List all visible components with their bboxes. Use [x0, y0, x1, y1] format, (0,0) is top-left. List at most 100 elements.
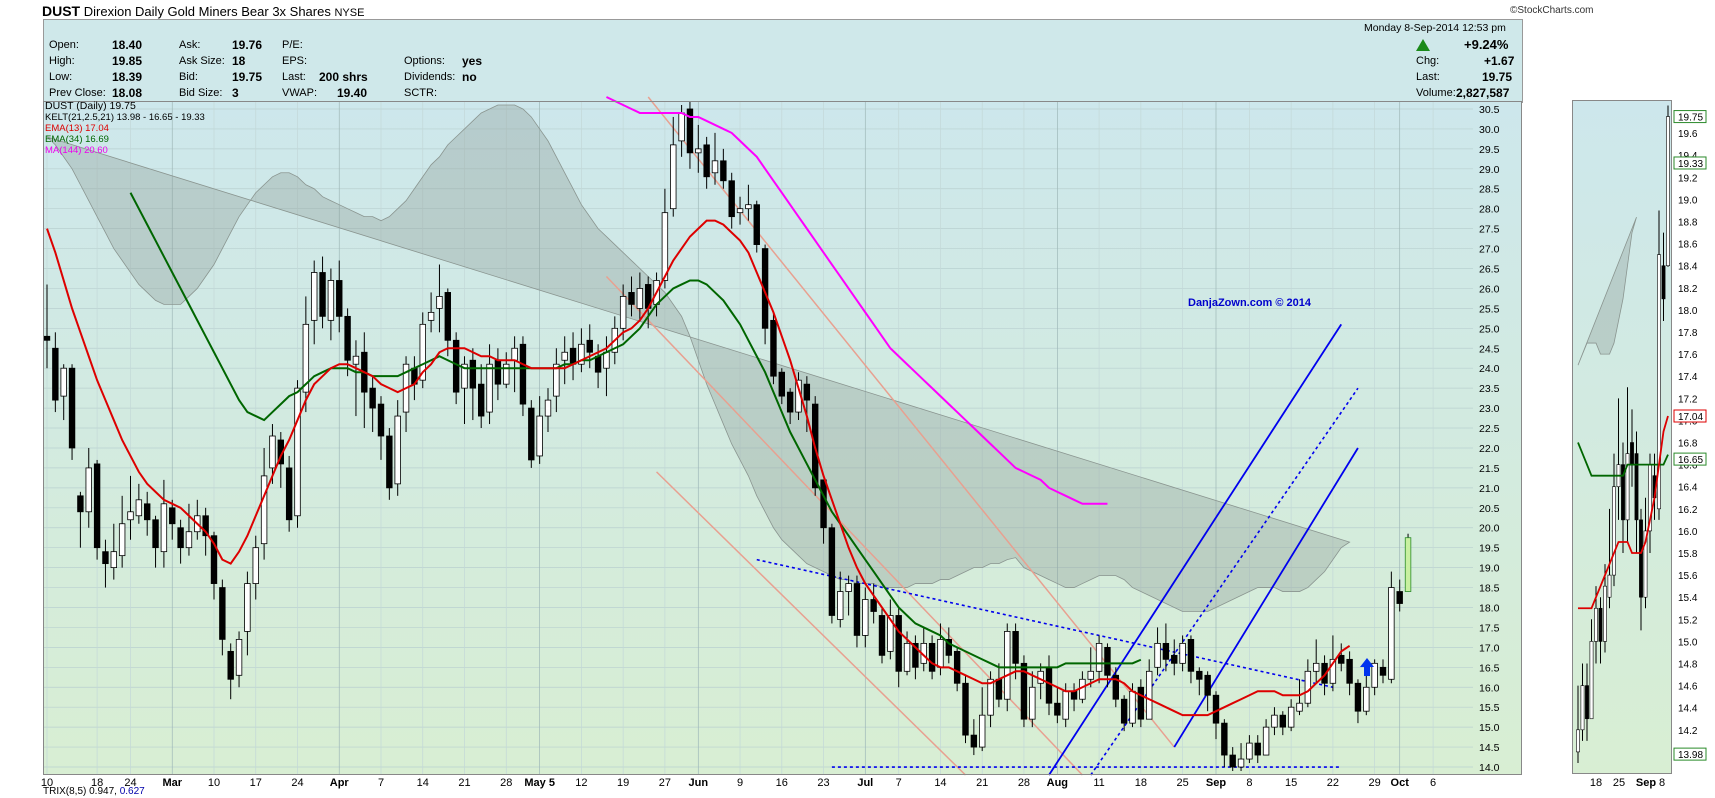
- candle-body: [928, 642, 936, 672]
- y-tick-label: 25.5: [1479, 303, 1500, 315]
- x-tick-label: 28: [500, 777, 512, 789]
- ema13-line: [46, 219, 1351, 717]
- side-value-marker: [1673, 452, 1707, 466]
- candle-body: [294, 387, 301, 517]
- side-x-tick-label: Sep: [1636, 777, 1656, 789]
- x-tick-label: 6: [1430, 777, 1436, 789]
- side-y-tick-label: 16.0: [1678, 527, 1698, 538]
- candle-body: [1112, 674, 1119, 700]
- candle-body: [1287, 706, 1295, 728]
- candle-body: [1321, 662, 1328, 684]
- candle-body: [1379, 666, 1387, 676]
- candle-body: [912, 642, 919, 668]
- side-value-marker: [1673, 747, 1707, 761]
- side-y-tick-label: 15.6: [1678, 571, 1698, 582]
- last-label: Last:: [282, 71, 306, 83]
- x-tick-label: 7: [378, 777, 384, 789]
- candle-body: [1029, 686, 1036, 720]
- candle-body: [820, 479, 827, 529]
- vwap-label: VWAP:: [282, 87, 318, 99]
- candle-body: [770, 319, 777, 377]
- candle-body: [528, 407, 535, 461]
- volume-value: 2,827,587: [1456, 86, 1510, 100]
- candle-body: [135, 499, 143, 517]
- side-candle-body: [1576, 729, 1580, 753]
- candle-body: [878, 615, 886, 656]
- candle-body: [536, 415, 543, 457]
- candle-body: [1137, 686, 1145, 720]
- trix-label: TRIX(8,5) 0.947: [43, 786, 115, 797]
- candle-body: [686, 108, 694, 154]
- candle-body: [269, 435, 276, 469]
- symbol: DUST: [42, 3, 81, 19]
- x-tick-label: 29: [1369, 777, 1381, 789]
- candle-body: [736, 208, 744, 214]
- last-shares: 200 shrs: [319, 70, 368, 84]
- change-value: +1.67: [1484, 54, 1515, 68]
- candle-body: [302, 323, 310, 393]
- candle-body: [937, 639, 944, 668]
- security-name: Direxion Daily Gold Miners Bear 3x Share…: [83, 4, 331, 19]
- credit[interactable]: ©StockCharts.com: [1510, 5, 1594, 16]
- candle-body: [235, 639, 243, 676]
- candle-body: [745, 204, 752, 210]
- side-y-tick-label: 18.0: [1678, 306, 1698, 317]
- x-tick-label: 10: [41, 777, 53, 789]
- side-candle-body: [1634, 453, 1639, 521]
- side-y-tick-label: 15.2: [1678, 615, 1698, 626]
- side-candle-body: [1607, 574, 1612, 598]
- candle-body: [285, 467, 293, 521]
- candle-body: [1162, 642, 1170, 660]
- candle-body: [1204, 674, 1211, 696]
- change-label: Chg:: [1416, 55, 1440, 67]
- x-tick-label: 23: [817, 777, 829, 789]
- candle-body: [1346, 658, 1353, 684]
- x-tick-label: 24: [124, 777, 136, 789]
- x-tick-label: 21: [976, 777, 988, 789]
- side-chart[interactable]: 14.2 14.4 14.6 14.8 15.0 15.2 15.4 15.6 15.8 16.0…: [1572, 100, 1715, 789]
- side-candle-body: [1585, 685, 1589, 720]
- side-x-tick-label: 8: [1659, 777, 1665, 789]
- y-tick-label: 14.0: [1479, 762, 1500, 774]
- candle-body: [1171, 654, 1178, 664]
- candle-body: [52, 347, 59, 401]
- side-ema13-line: [1578, 415, 1669, 610]
- candle-body: [695, 148, 702, 154]
- candle-body: [185, 531, 193, 549]
- candle-body: [327, 280, 335, 321]
- candle-body: [1313, 662, 1320, 672]
- candle-body: [1129, 690, 1136, 724]
- candle-body: [177, 527, 184, 549]
- side-y-tick-label: 15.8: [1678, 549, 1698, 560]
- price-chart[interactable]: 14.0 14.5 15.0 15.5 16.0 16.5 17.0 17.5 18.0 18.5…: [41, 96, 1522, 789]
- y-tick-label: 21.0: [1479, 483, 1500, 495]
- candle-body: [369, 387, 376, 409]
- y-tick-label: 26.5: [1479, 264, 1500, 276]
- candle-body: [494, 359, 502, 385]
- x-tick-label: 9: [737, 777, 743, 789]
- side-value-label: 19.75: [1678, 113, 1703, 124]
- candle-body: [761, 248, 769, 329]
- candle-body: [1246, 742, 1253, 760]
- candle-body: [1296, 702, 1303, 712]
- x-tick-label: Jul: [857, 777, 873, 789]
- vwap-value: 19.40: [337, 86, 368, 100]
- side-y-tick-label: 18.2: [1678, 284, 1698, 295]
- side-y-tick-label: 16.2: [1678, 505, 1698, 516]
- y-tick-label: 19.5: [1479, 543, 1500, 555]
- side-y-tick-label: 14.4: [1678, 704, 1698, 715]
- candle-body: [970, 734, 978, 748]
- legend-ma144: MA(144) 20.60: [45, 145, 108, 156]
- candle-body: [1237, 758, 1245, 768]
- x-tick-label: Mar: [162, 777, 182, 789]
- candle-body: [436, 296, 443, 309]
- y-tick-label: 29.5: [1479, 144, 1500, 156]
- x-tick-label: 14: [934, 777, 946, 789]
- side-y-tick-label: 16.4: [1678, 483, 1698, 494]
- candle-body: [252, 547, 259, 584]
- x-tick-label: 18: [1135, 777, 1147, 789]
- side-candle-body: [1603, 585, 1607, 642]
- side-candle-body: [1661, 265, 1666, 300]
- x-tick-label: 10: [208, 777, 220, 789]
- candle-body: [427, 311, 435, 321]
